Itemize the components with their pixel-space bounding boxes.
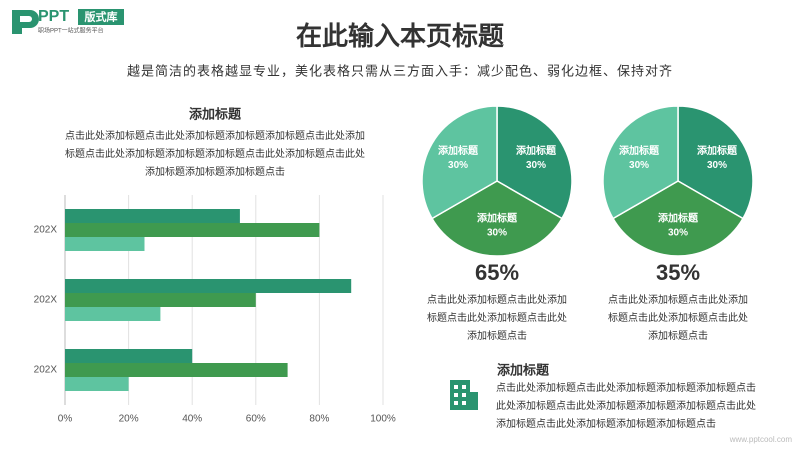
y-tick-label: 202X [34, 365, 58, 376]
y-tick-label: 202X [34, 295, 58, 306]
x-tick-label: 100% [370, 414, 396, 425]
bar-chart-description: 点击此处添加标题点击此处添加标题添加标题添加标题点击此处添加标题点击此处添加标题… [65, 131, 365, 178]
slice-label: 添加标题 [438, 144, 479, 157]
slice-value-label: 30% [707, 160, 727, 171]
note-title: 添加标题 [497, 362, 550, 377]
slice-label: 添加标题 [697, 144, 738, 157]
page-subtitle: 越是简洁的表格越显专业，美化表格只需从三方面入手：减少配色、弱化边框、保持对齐 [127, 63, 673, 78]
x-tick-label: 20% [119, 414, 139, 425]
bar [65, 223, 320, 237]
x-tick-label: 80% [309, 414, 329, 425]
slice-value-label: 30% [487, 228, 507, 239]
logo-badge: 版式库 [85, 9, 118, 23]
slice-label: 添加标题 [477, 212, 518, 225]
bar-chart-title: 添加标题 [189, 106, 242, 121]
bar [65, 279, 352, 293]
slice-label: 添加标题 [516, 144, 557, 157]
pie-headline: 65% [475, 260, 519, 285]
pie-slice [602, 105, 679, 220]
building-icon [450, 380, 478, 410]
bar [65, 349, 193, 363]
bar [65, 363, 288, 377]
pie-caption: 点击此处添加标题点击此处添加标题点击此处添加标题点击此处添加标题点击 [608, 295, 748, 342]
bar [65, 307, 161, 321]
pie-slice [496, 105, 573, 220]
x-tick-label: 40% [182, 414, 202, 425]
logo-icon-hole [20, 16, 32, 22]
pie-headline: 35% [656, 260, 700, 285]
page-title: 在此输入本页标题 [296, 21, 504, 51]
x-tick-label: 0% [58, 414, 73, 425]
slice-value-label: 30% [629, 160, 649, 171]
bar [65, 237, 145, 251]
logo-badge-bg [78, 9, 124, 25]
watermark: www.pptcool.com [729, 435, 793, 444]
slice-label: 添加标题 [619, 144, 660, 157]
note-text: 点击此处添加标题点击此处添加标题添加标题添加标题点击此处添加标题点击此处添加标题… [496, 383, 756, 430]
logo-tagline: 职场PPT一站式服务平台 [38, 27, 104, 35]
pie-slice [677, 105, 754, 220]
pie-slice [421, 105, 498, 220]
slice-value-label: 30% [526, 160, 546, 171]
logo-brand: PPT [38, 8, 69, 25]
x-tick-label: 60% [246, 414, 266, 425]
pie-caption: 点击此处添加标题点击此处添加标题点击此处添加标题点击此处添加标题点击 [427, 295, 567, 342]
slice-value-label: 30% [448, 160, 468, 171]
bar [65, 377, 129, 391]
bar [65, 293, 256, 307]
slice-value-label: 30% [668, 228, 688, 239]
slice-label: 添加标题 [658, 212, 699, 225]
y-tick-label: 202X [34, 225, 58, 236]
bar [65, 209, 240, 223]
